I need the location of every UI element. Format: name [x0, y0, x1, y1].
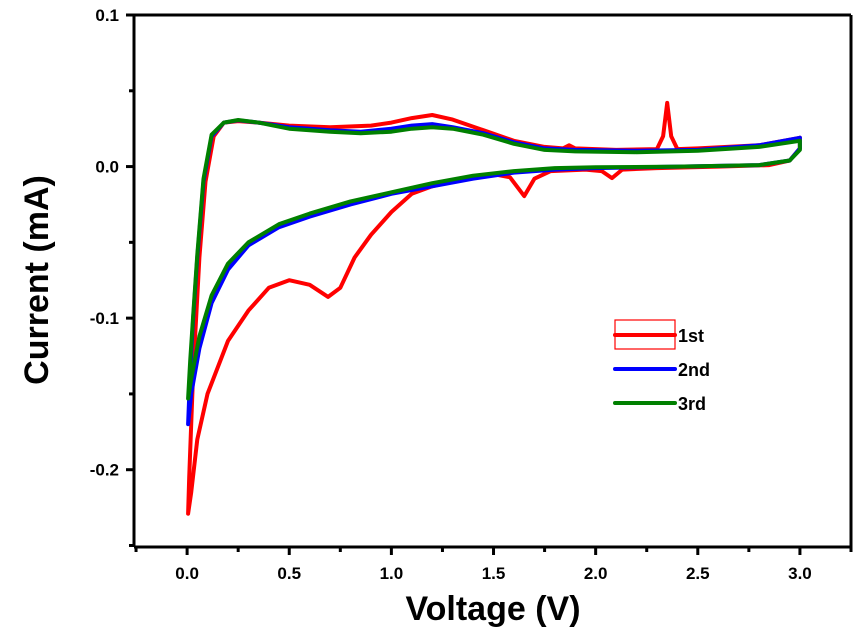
- x-axis-title: Voltage (V): [405, 590, 580, 628]
- legend-entry-3rd[interactable]: 3rd: [613, 394, 706, 414]
- y-tick-label: 0.1: [95, 6, 119, 25]
- y-axis-title: Current (mA): [18, 175, 56, 385]
- ticks-layer: 0.0 0.5 1.0 1.5 2.0 2.5 3.0 0.1 0.0 -0.1 -0.2: [90, 6, 853, 583]
- series-layer: [186, 100, 802, 516]
- legend-entry-1st[interactable]: 1st: [613, 319, 704, 350]
- y-tick-label: -0.1: [90, 309, 119, 328]
- y-tick-label: -0.2: [90, 461, 119, 480]
- x-tick-label: 3.0: [788, 564, 812, 583]
- series-line-1st: [186, 100, 802, 516]
- x-tick-label: 1.0: [380, 564, 404, 583]
- x-tick-label: 0.0: [175, 564, 199, 583]
- series-line-3rd: [186, 118, 802, 401]
- axes-layer: [132, 13, 853, 549]
- x-tick-label: 1.5: [482, 564, 506, 583]
- legend-label: 3rd: [678, 394, 706, 414]
- x-tick-label: 2.0: [584, 564, 608, 583]
- x-tick-label: 0.5: [277, 564, 301, 583]
- y-tick-label: 0.0: [95, 158, 119, 177]
- legend-label: 2nd: [678, 360, 710, 380]
- legend[interactable]: 1st 2nd 3rd: [613, 319, 710, 414]
- legend-label: 1st: [678, 326, 704, 346]
- legend-entry-2nd[interactable]: 2nd: [613, 360, 710, 380]
- x-tick-label: 2.5: [686, 564, 710, 583]
